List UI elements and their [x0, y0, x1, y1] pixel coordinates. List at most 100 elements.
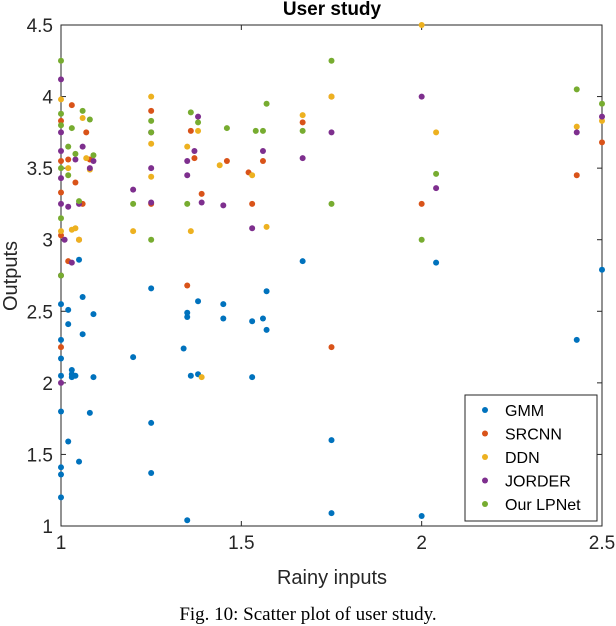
- data-point: [418, 200, 425, 207]
- data-point: [184, 157, 191, 164]
- data-point: [58, 228, 64, 235]
- data-point: [187, 127, 194, 134]
- data-point: [433, 259, 440, 266]
- data-point: [187, 109, 194, 116]
- data-point: [65, 438, 72, 445]
- data-point: [58, 215, 64, 222]
- data-point: [90, 374, 97, 381]
- legend-label: DDN: [505, 450, 540, 467]
- data-point: [148, 470, 155, 477]
- data-point: [79, 143, 86, 150]
- data-point: [58, 200, 64, 207]
- data-point: [148, 129, 155, 136]
- data-point: [198, 199, 205, 206]
- data-point: [76, 256, 83, 263]
- data-point: [58, 464, 64, 471]
- data-point: [263, 223, 270, 230]
- y-tick-label: 1.5: [27, 445, 53, 466]
- data-point: [433, 170, 440, 177]
- data-point: [216, 162, 223, 169]
- y-tick-label: 2: [42, 374, 53, 395]
- data-point: [328, 93, 335, 100]
- x-tick-label: 1: [56, 533, 67, 554]
- data-point: [220, 301, 227, 308]
- data-point: [76, 236, 83, 243]
- y-tick-label: 4.5: [27, 16, 53, 37]
- y-tick-label: 3: [42, 231, 53, 252]
- data-point: [191, 155, 198, 162]
- data-point: [433, 185, 440, 192]
- series-our-lpnet: [58, 57, 605, 279]
- data-point: [90, 152, 97, 159]
- data-point: [148, 285, 155, 292]
- data-point: [58, 122, 64, 129]
- data-point: [58, 165, 64, 172]
- data-point: [249, 374, 256, 381]
- data-point: [58, 494, 64, 501]
- data-point: [328, 344, 335, 351]
- data-point: [58, 157, 64, 164]
- data-point: [83, 129, 90, 136]
- data-point: [65, 321, 72, 328]
- data-point: [58, 96, 64, 103]
- data-point: [418, 236, 425, 243]
- data-point: [68, 102, 75, 109]
- series-gmm: [58, 256, 605, 524]
- data-point: [184, 282, 191, 289]
- data-point: [72, 372, 79, 379]
- data-point: [249, 200, 256, 207]
- data-point: [433, 129, 440, 136]
- data-point: [599, 266, 605, 273]
- data-point: [328, 200, 335, 207]
- data-point: [58, 117, 64, 124]
- data-point: [299, 112, 306, 119]
- data-point: [58, 272, 64, 279]
- data-point: [58, 129, 64, 136]
- legend-marker: [482, 454, 488, 460]
- data-point: [573, 86, 580, 93]
- data-point: [58, 76, 64, 83]
- data-point: [249, 318, 256, 325]
- y-tick-label: 3.5: [27, 159, 53, 180]
- data-point: [79, 115, 86, 122]
- data-point: [195, 127, 202, 134]
- data-point: [249, 172, 256, 179]
- data-point: [573, 336, 580, 343]
- data-point: [599, 117, 605, 124]
- data-point: [72, 156, 79, 163]
- data-point: [223, 157, 230, 164]
- data-point: [184, 200, 191, 207]
- data-point: [418, 512, 425, 519]
- data-point: [184, 314, 191, 321]
- data-point: [58, 336, 64, 343]
- legend-marker: [482, 501, 488, 507]
- data-point: [86, 165, 93, 172]
- data-point: [187, 372, 194, 379]
- data-point: [90, 311, 97, 318]
- data-point: [58, 344, 64, 351]
- data-point: [299, 119, 306, 126]
- data-point: [184, 143, 191, 150]
- data-point: [195, 113, 202, 120]
- data-point: [72, 150, 79, 157]
- data-point: [328, 57, 335, 64]
- data-point: [83, 155, 90, 162]
- data-point: [220, 202, 227, 209]
- points-layer: [58, 22, 605, 524]
- data-point: [68, 125, 75, 132]
- x-axis-label: Rainy inputs: [277, 567, 387, 589]
- legend: GMM SRCNN DDN JORDER Our LPNet: [464, 394, 598, 522]
- data-point: [79, 331, 86, 338]
- data-point: [58, 379, 64, 386]
- data-point: [299, 155, 306, 162]
- data-point: [65, 203, 72, 210]
- data-point: [68, 259, 75, 266]
- data-point: [223, 125, 230, 132]
- data-point: [263, 100, 270, 107]
- figure-caption: Fig. 10: Scatter plot of user study.: [179, 604, 437, 625]
- data-point: [599, 139, 605, 146]
- data-point: [58, 110, 64, 117]
- data-point: [259, 127, 266, 134]
- legend-label: JORDER: [505, 474, 571, 491]
